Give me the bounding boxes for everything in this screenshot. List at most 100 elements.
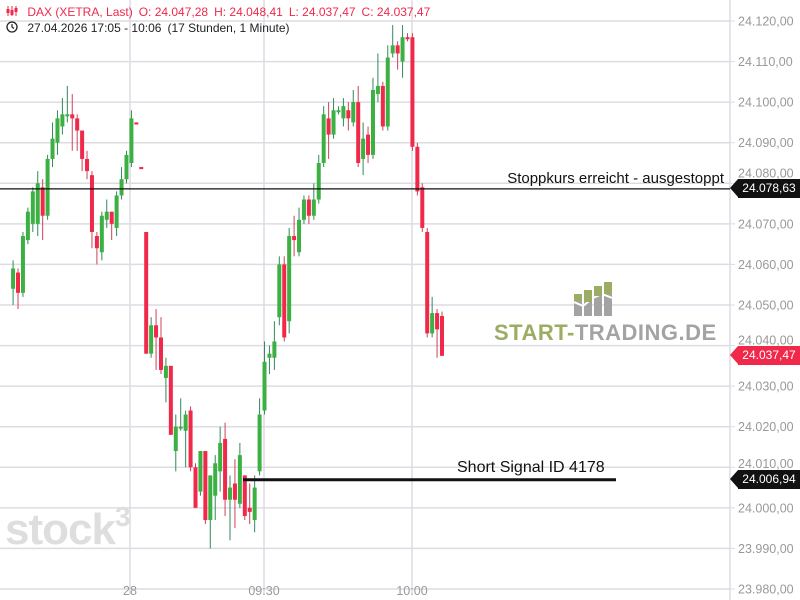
stop-annotation: Stoppkurs erreicht - ausgestoppt bbox=[507, 170, 724, 187]
candle-body bbox=[405, 37, 410, 40]
candle-body bbox=[16, 272, 21, 293]
candle-body bbox=[321, 114, 326, 163]
candle-body bbox=[247, 507, 252, 512]
candle-body bbox=[25, 211, 30, 241]
candle-body bbox=[94, 236, 99, 249]
y-tick-label: 24.030,00 bbox=[738, 380, 794, 394]
candle-body bbox=[311, 199, 316, 216]
instrument-name: DAX (XETRA, Last) bbox=[27, 5, 133, 19]
candle-body bbox=[89, 175, 94, 232]
candle-body bbox=[420, 187, 425, 228]
candle-body bbox=[134, 122, 139, 125]
candle-body bbox=[272, 341, 277, 358]
candle-body bbox=[316, 163, 321, 200]
candle-body bbox=[11, 268, 16, 289]
candle-body bbox=[208, 475, 213, 521]
logo-text-trading: TRADING.DE bbox=[574, 320, 717, 345]
candle-body bbox=[45, 158, 50, 216]
stop-price-label: 24.078,63 bbox=[742, 181, 796, 196]
y-tick-label: 24.080,00 bbox=[738, 166, 794, 180]
candle-body bbox=[154, 325, 159, 338]
candle-body bbox=[163, 365, 168, 379]
y-tick-label: 24.040,00 bbox=[738, 333, 794, 347]
candle-body bbox=[188, 410, 193, 468]
y-tick-label: 24.090,00 bbox=[738, 136, 794, 150]
candle-body bbox=[203, 451, 208, 521]
candle-body bbox=[297, 219, 302, 253]
candle-body bbox=[380, 85, 385, 127]
y-tick-label: 24.070,00 bbox=[738, 217, 794, 231]
last-price-label: 24.037,47 bbox=[742, 348, 796, 363]
candle-body bbox=[252, 487, 257, 521]
x-tick-label: 10:00 bbox=[396, 584, 427, 598]
candle-body bbox=[336, 110, 341, 113]
y-tick-label: 24.120,00 bbox=[738, 15, 794, 29]
candle-body bbox=[341, 106, 346, 119]
candle-body bbox=[242, 475, 247, 516]
close-value: C: 24.037,47 bbox=[361, 5, 431, 19]
candle-body bbox=[129, 118, 134, 163]
range-header: 27.04.2026 17:05 - 10:06 (17 Stunden, 1 M… bbox=[6, 21, 296, 35]
candle-body bbox=[425, 231, 430, 334]
candle-body bbox=[104, 211, 109, 220]
time-range: 27.04.2026 17:05 - 10:06 bbox=[27, 21, 162, 35]
y-tick-label: 24.020,00 bbox=[738, 420, 794, 434]
candle-body bbox=[356, 102, 361, 163]
candle-body bbox=[70, 114, 75, 119]
clock-icon bbox=[6, 21, 21, 35]
candle-body bbox=[375, 85, 380, 95]
candle-body bbox=[346, 110, 351, 119]
candle-body bbox=[257, 414, 262, 472]
candlestick-icon[interactable] bbox=[6, 5, 21, 19]
candle-body bbox=[400, 37, 405, 62]
candle-body bbox=[223, 438, 228, 500]
candle-body bbox=[173, 426, 178, 452]
candle-body bbox=[65, 114, 70, 117]
candle-body bbox=[326, 118, 331, 135]
ohlc-header: DAX (XETRA, Last) O: 24.047,28 H: 24.048,4… bbox=[6, 5, 436, 19]
candle-body bbox=[35, 183, 40, 224]
candle-body bbox=[139, 167, 144, 170]
candle-body bbox=[435, 313, 440, 330]
candle-body bbox=[50, 138, 55, 159]
candle-body bbox=[277, 264, 282, 318]
candle-body bbox=[213, 463, 218, 496]
candle-body bbox=[395, 45, 400, 54]
signal-price-label: 24.006,94 bbox=[742, 472, 796, 487]
candle-body bbox=[440, 316, 444, 356]
x-tick-label: 09:30 bbox=[248, 584, 279, 598]
candle-body bbox=[193, 467, 198, 508]
candle-body bbox=[119, 179, 124, 196]
candle-body bbox=[60, 114, 65, 127]
x-tick-label: 28 bbox=[123, 584, 137, 598]
candle-body bbox=[218, 442, 223, 472]
candle-body bbox=[287, 236, 292, 322]
candle-body bbox=[232, 483, 237, 500]
candle-body bbox=[168, 365, 173, 435]
candle-body bbox=[370, 89, 375, 155]
candle-body bbox=[55, 118, 60, 143]
stop-price-tag: 24.078,63 bbox=[730, 179, 800, 199]
stock3-watermark: stock3 bbox=[5, 501, 131, 554]
start-trading-logo-icon bbox=[574, 282, 612, 316]
y-tick-label: 24.060,00 bbox=[738, 258, 794, 272]
y-tick-label: 23.990,00 bbox=[738, 542, 794, 556]
candle-body bbox=[390, 45, 395, 54]
candle-body bbox=[80, 130, 85, 159]
interval: (17 Stunden, 1 Minute) bbox=[167, 21, 290, 35]
y-tick-label: 24.100,00 bbox=[738, 96, 794, 110]
candle-body bbox=[237, 455, 242, 504]
last-price-tag: 24.037,47 bbox=[730, 346, 800, 366]
candle-body bbox=[158, 337, 163, 370]
candle-body bbox=[385, 57, 390, 127]
candle-body bbox=[198, 451, 203, 492]
candle-body bbox=[40, 187, 45, 216]
candle-body bbox=[178, 426, 183, 429]
candle-body bbox=[331, 110, 336, 135]
candle-body bbox=[292, 236, 297, 241]
candle-body bbox=[361, 138, 366, 159]
candle-body bbox=[109, 211, 114, 224]
start-trading-watermark: START-TRADING.DE bbox=[494, 320, 717, 346]
candle-body bbox=[75, 118, 80, 131]
